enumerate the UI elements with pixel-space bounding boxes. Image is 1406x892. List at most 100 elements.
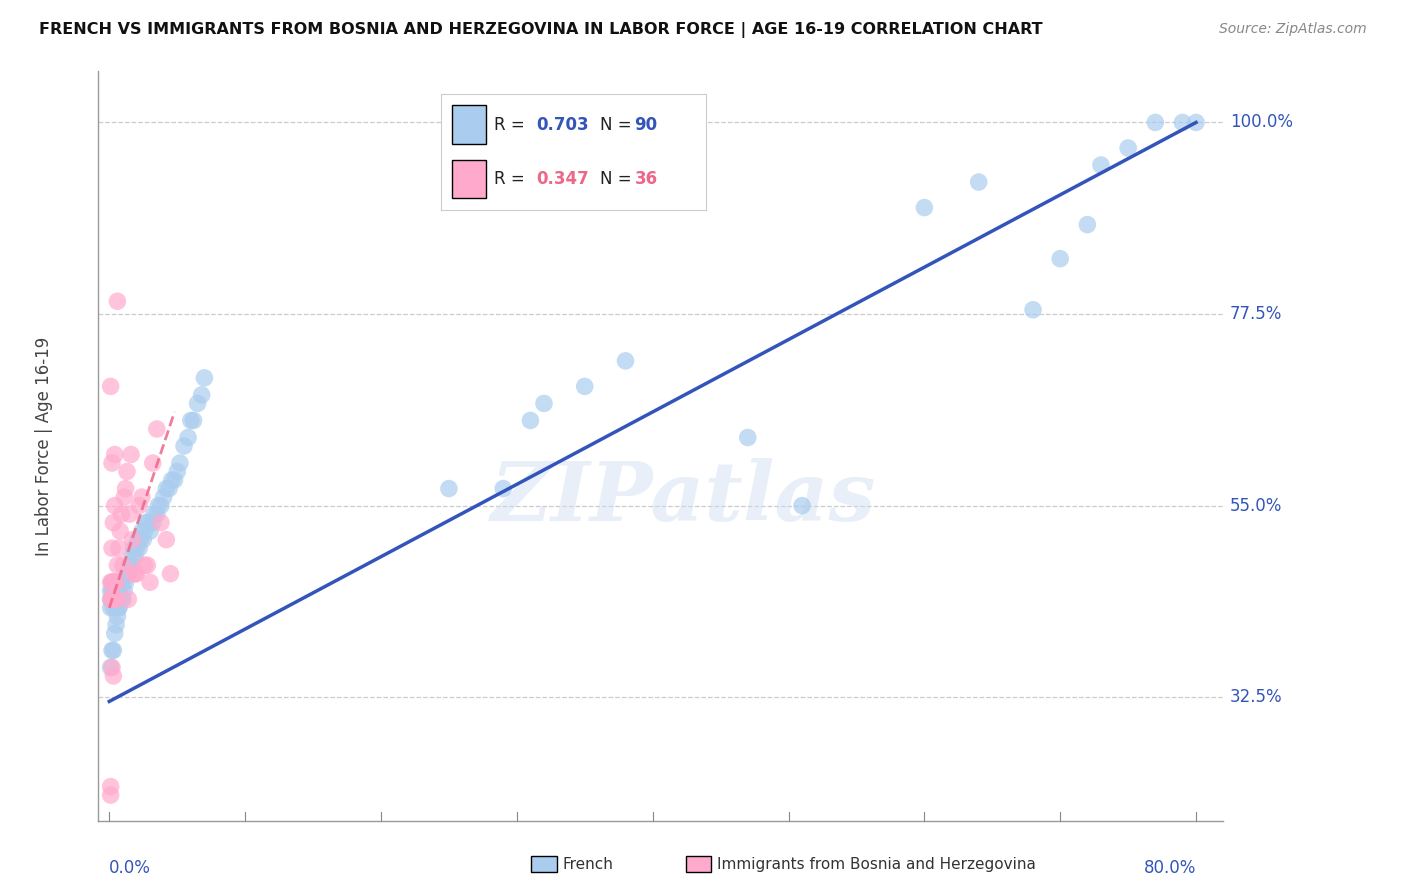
Point [1171, 115, 1194, 129]
Point [183, 413, 205, 427]
Point [108, 524, 131, 538]
Point [1144, 115, 1167, 129]
Point [101, 575, 124, 590]
Point [163, 473, 186, 487]
Point [101, 660, 124, 674]
Point [100, 575, 122, 590]
Point [101, 541, 124, 556]
Point [574, 379, 596, 393]
Point [104, 592, 127, 607]
Point [967, 175, 990, 189]
Point [122, 541, 145, 556]
Point [533, 396, 555, 410]
Point [160, 473, 183, 487]
Point [101, 583, 124, 598]
Point [143, 507, 166, 521]
Point [128, 541, 150, 556]
Point [104, 626, 127, 640]
Point [1076, 218, 1098, 232]
Point [134, 524, 156, 538]
Point [107, 294, 129, 309]
Point [124, 549, 146, 564]
Point [103, 583, 125, 598]
Point [100, 600, 122, 615]
Point [105, 617, 128, 632]
Point [136, 558, 159, 573]
Point [131, 524, 153, 538]
Point [100, 379, 122, 393]
Point [111, 575, 134, 590]
Point [115, 465, 138, 479]
Point [112, 490, 135, 504]
Point [104, 448, 127, 462]
Point [103, 669, 125, 683]
Point [127, 533, 149, 547]
Text: In Labor Force | Age 16-19: In Labor Force | Age 16-19 [35, 336, 53, 556]
Point [114, 482, 136, 496]
Text: Source: ZipAtlas.com: Source: ZipAtlas.com [1219, 22, 1367, 37]
Text: 55.0%: 55.0% [1230, 497, 1282, 515]
Point [1116, 141, 1139, 155]
Text: 32.5%: 32.5% [1230, 689, 1282, 706]
Point [100, 660, 122, 674]
Point [125, 541, 148, 556]
Point [100, 592, 122, 607]
Point [149, 499, 172, 513]
Point [1049, 252, 1071, 266]
Point [112, 583, 135, 598]
Point [146, 507, 169, 521]
Point [614, 354, 637, 368]
Point [101, 592, 124, 607]
Text: Immigrants from Bosnia and Herzegovina: Immigrants from Bosnia and Herzegovina [717, 857, 1036, 871]
Point [128, 499, 150, 513]
Text: 77.5%: 77.5% [1230, 305, 1282, 323]
Point [139, 524, 162, 538]
Point [120, 448, 142, 462]
Point [107, 575, 129, 590]
Point [105, 592, 128, 607]
Point [142, 456, 165, 470]
Point [125, 566, 148, 581]
Point [139, 575, 162, 590]
Point [146, 422, 169, 436]
Point [105, 583, 128, 598]
Point [117, 592, 139, 607]
Point [104, 592, 127, 607]
Point [120, 558, 142, 573]
Point [107, 558, 129, 573]
Point [105, 592, 128, 607]
Point [103, 575, 125, 590]
Point [169, 456, 191, 470]
Point [149, 516, 172, 530]
Point [104, 583, 127, 598]
Point [193, 371, 215, 385]
Point [492, 482, 515, 496]
Point [114, 575, 136, 590]
Point [134, 558, 156, 573]
Point [110, 507, 132, 521]
Point [187, 396, 209, 410]
Point [159, 566, 181, 581]
Point [103, 600, 125, 615]
Point [108, 592, 131, 607]
Point [148, 499, 170, 513]
Text: 100.0%: 100.0% [1230, 113, 1294, 131]
Point [101, 456, 124, 470]
Point [117, 566, 139, 581]
Point [124, 566, 146, 581]
Point [155, 482, 177, 496]
Point [136, 516, 159, 530]
Text: 80.0%: 80.0% [1143, 859, 1197, 877]
Point [118, 507, 141, 521]
Point [437, 482, 460, 496]
Point [142, 516, 165, 530]
Point [107, 592, 129, 607]
Point [107, 583, 129, 598]
Text: French: French [562, 857, 613, 871]
Point [129, 533, 152, 547]
Point [101, 575, 124, 590]
Point [131, 490, 153, 504]
Point [790, 499, 813, 513]
Point [101, 643, 124, 657]
Point [115, 566, 138, 581]
